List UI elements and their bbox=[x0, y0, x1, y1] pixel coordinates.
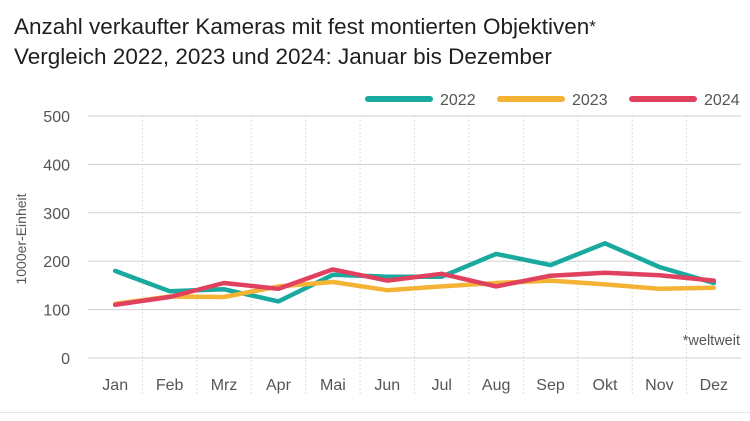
bottom-divider bbox=[0, 412, 750, 413]
x-tick-label: Mai bbox=[320, 377, 346, 394]
y-tick-label: 500 bbox=[43, 109, 70, 126]
chart-title-block: Anzahl verkaufter Kameras mit fest monti… bbox=[14, 12, 596, 72]
x-tick-label: Feb bbox=[156, 377, 184, 394]
x-tick-label: Jun bbox=[374, 377, 400, 394]
chart-title-marker: * bbox=[589, 17, 596, 36]
y-tick-label: 300 bbox=[43, 206, 70, 223]
legend-label-2024: 2024 bbox=[704, 92, 740, 109]
series-line-2023 bbox=[112, 278, 717, 307]
x-tick-label: Apr bbox=[266, 377, 292, 394]
x-tick-label: Mrz bbox=[211, 377, 238, 394]
chart-title: Anzahl verkaufter Kameras mit fest monti… bbox=[14, 12, 596, 42]
legend-label-2022: 2022 bbox=[440, 92, 476, 109]
x-tick-label: Nov bbox=[645, 377, 673, 394]
x-tick-label: Jul bbox=[431, 377, 451, 394]
x-tick-label: Okt bbox=[593, 377, 618, 394]
y-tick-label: 0 bbox=[61, 351, 70, 368]
chart-title-text: Anzahl verkaufter Kameras mit fest monti… bbox=[14, 14, 590, 39]
series-line-2024 bbox=[112, 267, 717, 308]
legend-label-2023: 2023 bbox=[572, 92, 608, 109]
x-tick-label: Sep bbox=[536, 377, 565, 394]
x-tick-label: Aug bbox=[482, 377, 510, 394]
y-tick-label: 400 bbox=[43, 157, 70, 174]
y-tick-label: 200 bbox=[43, 254, 70, 271]
chart-subtitle: Vergleich 2022, 2023 und 2024: Januar bi… bbox=[14, 44, 552, 69]
annotation-weltweit: *weltweit bbox=[683, 333, 740, 349]
x-tick-label: Jan bbox=[102, 377, 128, 394]
y-tick-label: 100 bbox=[43, 303, 70, 320]
y-axis-label: 1000er-Einheit bbox=[13, 193, 29, 284]
x-tick-label: Dez bbox=[700, 377, 728, 394]
